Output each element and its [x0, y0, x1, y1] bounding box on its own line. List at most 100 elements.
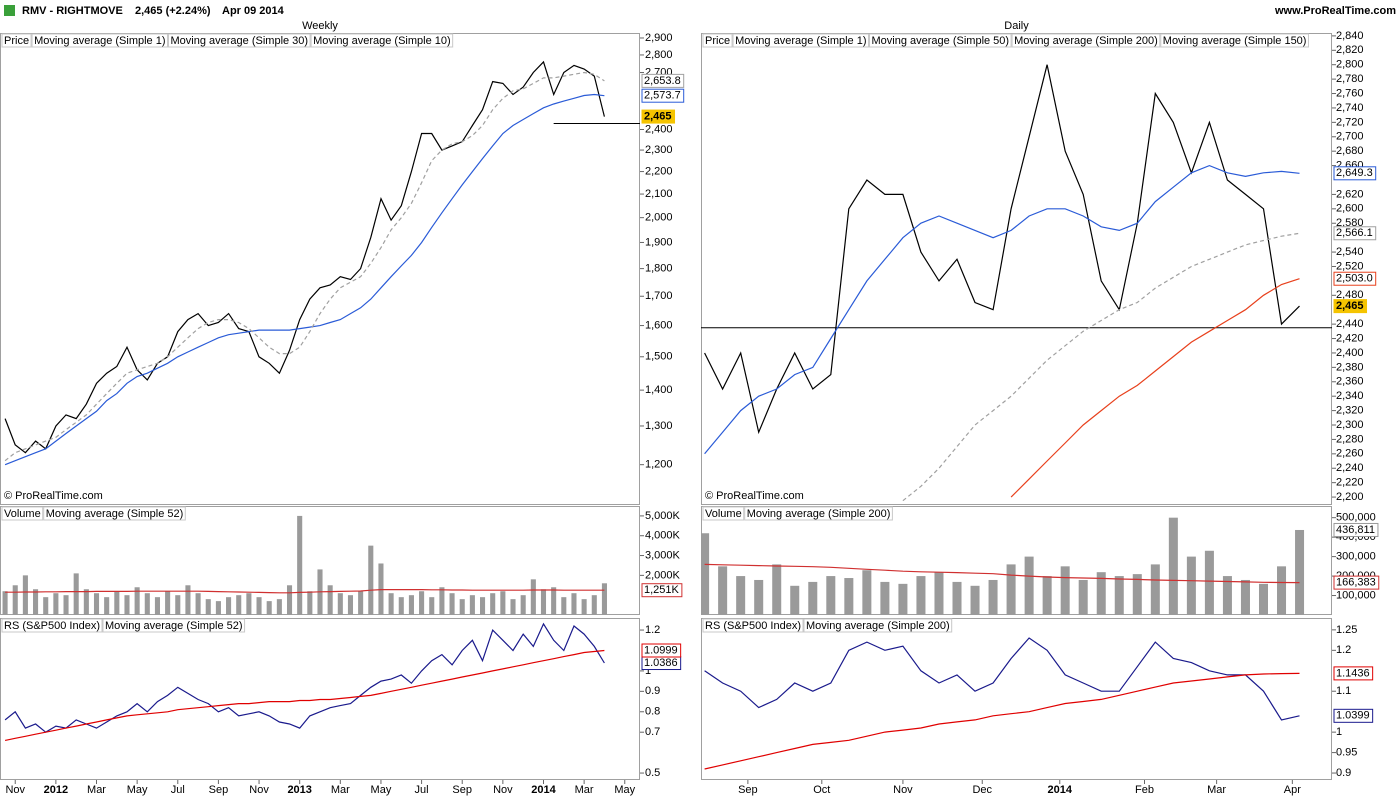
x-tick-label: 2014 [1048, 784, 1073, 796]
volume-bar [1277, 566, 1287, 615]
y-tick-label: 2,380 [1336, 361, 1364, 373]
series-line [4, 622, 605, 733]
volume-bar [205, 599, 211, 615]
last-value-box [641, 88, 685, 103]
legend-item: Moving average (Simple 200) [747, 508, 891, 520]
volume-bar [1258, 583, 1268, 615]
y-tick-label: 2,600 [1336, 203, 1364, 215]
volume-bar [63, 595, 69, 615]
series-line [704, 637, 1300, 721]
volume-bar [844, 578, 854, 615]
last-value-box [1333, 271, 1377, 286]
legend-box [168, 33, 311, 48]
volume-bar [165, 591, 171, 615]
volume-bar [970, 585, 980, 615]
y-tick-label: 2,520 [1336, 260, 1364, 272]
last-value-label: 2,503.0 [1336, 273, 1373, 285]
x-tick-label: Nov [493, 784, 513, 796]
y-tick-label: 2,580 [1336, 217, 1364, 229]
y-tick-label: 2,800 [1336, 59, 1364, 71]
y-tick-label: 2,400 [645, 123, 673, 135]
volume-bar [1168, 517, 1178, 615]
legend-item: Volume [705, 508, 742, 520]
volume-bar [398, 597, 404, 615]
volume-bar [736, 576, 746, 615]
volume-bar [185, 585, 191, 615]
x-tick-label: Apr [1284, 784, 1301, 796]
y-tick-label: 2,440 [1336, 318, 1364, 330]
volume-bar [551, 587, 557, 615]
volume-bar [236, 595, 242, 615]
legend-box [732, 33, 870, 48]
y-tick-label: 0.9 [645, 685, 660, 697]
volume-bar [790, 585, 800, 615]
y-tick-label: 0.8 [645, 706, 660, 718]
y-tick-label: 2,300 [645, 144, 673, 156]
legend-box [803, 618, 953, 633]
y-tick-label: 1 [1336, 726, 1342, 738]
legend-item: RS (S&P500 Index) [705, 620, 801, 632]
x-tick-label: Nov [893, 784, 913, 796]
y-tick-label: 300,000 [1336, 551, 1376, 563]
y-tick-label: 2,540 [1336, 246, 1364, 258]
x-tick-label: Sep [738, 784, 758, 796]
panel-title: Daily [1004, 20, 1029, 32]
legend-box [1011, 33, 1161, 48]
volume-bar [1006, 564, 1016, 615]
legend-item: Moving average (Simple 30) [171, 35, 309, 47]
volume-bar [510, 599, 516, 615]
y-tick-label: 1,500 [645, 351, 673, 363]
volume-bar [500, 591, 506, 615]
last-value-label: 2,573.7 [644, 90, 681, 102]
volume-bar [718, 566, 728, 615]
y-tick-label: 1 [645, 665, 651, 677]
y-tick-label: 2,000K [645, 569, 681, 581]
legend-box [310, 33, 454, 48]
y-tick-label: 1,200 [645, 459, 673, 471]
legend-item: Moving average (Simple 200) [1014, 35, 1158, 47]
volume-bar [419, 591, 425, 615]
volume-bar [368, 545, 374, 615]
legend-box [1, 33, 32, 48]
legend-box [102, 618, 246, 633]
volume-bar [581, 599, 587, 615]
y-tick-label: 0.5 [645, 767, 660, 779]
volume-bar [358, 591, 364, 615]
volume-bar [246, 593, 252, 615]
last-value-box [641, 73, 685, 88]
series-line [704, 672, 1300, 770]
volume-bar [104, 597, 110, 615]
volume-bar [439, 587, 445, 615]
volume-bar [388, 593, 394, 615]
plot-area [2, 515, 607, 615]
volume-bar [988, 579, 998, 615]
x-tick-label: Sep [452, 784, 472, 796]
volume-bar [571, 593, 577, 615]
y-tick-label: 2,700 [1336, 131, 1364, 143]
legend-box [702, 33, 733, 48]
y-tick-label: 2,900 [645, 32, 673, 44]
legend-item: Price [705, 35, 730, 47]
volume-bar [1240, 579, 1250, 615]
last-value-label: 1.0999 [644, 644, 678, 656]
legend-item: Moving average (Simple 200) [806, 620, 950, 632]
y-tick-label: 1,700 [645, 290, 673, 302]
y-tick-label: 0.95 [1336, 746, 1357, 758]
last-value-label: 2,649.3 [1336, 167, 1373, 179]
y-tick-label: 2,740 [1336, 102, 1364, 114]
legend-box [31, 33, 169, 48]
last-value-label: 2,465 [1336, 300, 1364, 312]
volume-bar [1060, 566, 1070, 615]
volume-bar [175, 595, 181, 615]
last-value-box [1333, 166, 1377, 181]
x-tick-label: Nov [249, 784, 269, 796]
panel-frame [0, 33, 640, 505]
legend-box [702, 506, 745, 521]
volume-bar [297, 515, 303, 615]
y-tick-label: 2,200 [645, 165, 673, 177]
y-tick-label: 2,780 [1336, 73, 1364, 85]
y-tick-label: 0.7 [645, 726, 660, 738]
volume-bar [1132, 574, 1142, 615]
y-tick-label: 0.9 [1336, 767, 1351, 779]
